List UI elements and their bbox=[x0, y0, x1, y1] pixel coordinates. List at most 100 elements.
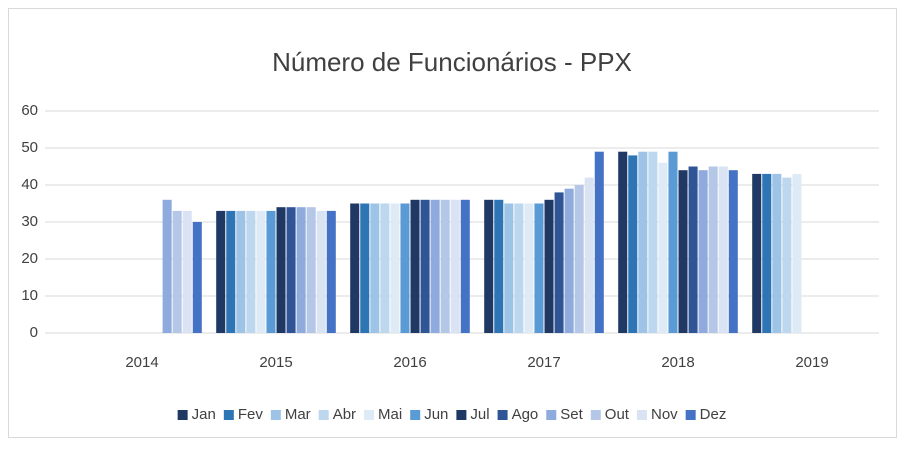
y-tick-label: 30 bbox=[21, 213, 38, 230]
bar bbox=[182, 210, 192, 333]
legend-label: Jul bbox=[470, 406, 489, 423]
legend-label: Jan bbox=[192, 406, 216, 423]
bar bbox=[504, 203, 514, 333]
x-tick-label: 2014 bbox=[125, 354, 158, 371]
bar bbox=[256, 210, 266, 333]
legend-label: Nov bbox=[651, 406, 678, 423]
bar bbox=[460, 199, 470, 333]
bar bbox=[762, 173, 772, 333]
legend-item: Nov bbox=[636, 406, 678, 423]
x-tick-label: 2016 bbox=[393, 354, 426, 371]
legend-item: Jul bbox=[456, 406, 490, 423]
legend-label: Mai bbox=[378, 406, 402, 423]
bar bbox=[514, 203, 524, 333]
legend-item: Mai bbox=[364, 406, 402, 423]
bar bbox=[440, 199, 450, 333]
bar bbox=[390, 203, 400, 333]
bar bbox=[370, 203, 380, 333]
legend-swatch bbox=[590, 410, 601, 420]
x-tick-label: 2017 bbox=[527, 354, 560, 371]
bar bbox=[618, 151, 628, 333]
legend-item: Abr bbox=[318, 406, 356, 423]
legend-label: Set bbox=[560, 406, 583, 423]
bar bbox=[698, 170, 708, 333]
bar bbox=[400, 203, 410, 333]
legend-item: Fev bbox=[223, 406, 264, 423]
legend-item: Ago bbox=[497, 406, 539, 423]
legend-swatch bbox=[497, 410, 508, 420]
legend-swatch bbox=[318, 410, 329, 420]
x-tick-label: 2018 bbox=[661, 354, 694, 371]
bar bbox=[688, 166, 698, 333]
legend-item: Jan bbox=[177, 406, 216, 423]
legend-label: Ago bbox=[512, 406, 539, 423]
bar bbox=[782, 177, 792, 333]
bar bbox=[574, 185, 584, 333]
x-tick-label: 2019 bbox=[795, 354, 828, 371]
y-tick-label: 10 bbox=[21, 287, 38, 304]
legend-item: Set bbox=[546, 406, 584, 423]
x-tick-label: 2015 bbox=[259, 354, 292, 371]
y-tick-label: 20 bbox=[21, 250, 38, 267]
legend-swatch bbox=[410, 410, 421, 420]
legend-label: Dez bbox=[700, 406, 727, 423]
legend-label: Abr bbox=[333, 406, 356, 423]
bar bbox=[648, 151, 658, 333]
bar bbox=[216, 210, 226, 333]
bar bbox=[772, 173, 782, 333]
y-tick-label: 40 bbox=[21, 176, 38, 193]
legend-swatch bbox=[456, 410, 467, 420]
legend-swatch bbox=[685, 410, 696, 420]
y-tick-label: 60 bbox=[21, 102, 38, 119]
bar bbox=[708, 166, 718, 333]
bar bbox=[752, 173, 762, 333]
bar bbox=[380, 203, 390, 333]
bar bbox=[484, 199, 494, 333]
bar bbox=[658, 162, 668, 333]
bar bbox=[430, 199, 440, 333]
bar bbox=[718, 166, 728, 333]
bar bbox=[420, 199, 430, 333]
bar bbox=[172, 210, 182, 333]
bar bbox=[728, 170, 738, 333]
legend-swatch bbox=[177, 410, 188, 420]
legend-label: Fev bbox=[238, 406, 264, 423]
bar bbox=[524, 203, 534, 333]
y-tick-label: 50 bbox=[21, 139, 38, 156]
legend-swatch bbox=[223, 410, 234, 420]
legend-label: Out bbox=[605, 406, 630, 423]
legend-item: Mar bbox=[270, 406, 311, 423]
legend-item: Out bbox=[590, 406, 630, 423]
legend-label: Jun bbox=[424, 406, 448, 423]
bar bbox=[276, 207, 286, 333]
legend-label: Mar bbox=[285, 406, 311, 423]
legend-item: Dez bbox=[685, 406, 727, 423]
legend-item: Jun bbox=[410, 406, 448, 423]
bar bbox=[296, 207, 306, 333]
bar bbox=[306, 207, 316, 333]
legend-swatch bbox=[364, 410, 375, 420]
bar bbox=[594, 151, 604, 333]
bar bbox=[326, 210, 336, 333]
legend-swatch bbox=[270, 410, 281, 420]
chart-title: Número de Funcionários - PPX bbox=[272, 47, 632, 77]
bar bbox=[226, 210, 236, 333]
bar bbox=[316, 210, 326, 333]
bar bbox=[162, 199, 172, 333]
bar bbox=[360, 203, 370, 333]
bar bbox=[628, 155, 638, 333]
bar bbox=[350, 203, 360, 333]
bar bbox=[564, 188, 574, 333]
bar bbox=[286, 207, 296, 333]
bar bbox=[246, 210, 256, 333]
bar bbox=[554, 192, 564, 333]
bar bbox=[192, 222, 202, 333]
bar bbox=[410, 199, 420, 333]
bar bbox=[236, 210, 246, 333]
bar bbox=[792, 173, 802, 333]
bar bbox=[668, 151, 678, 333]
bar bbox=[544, 199, 554, 333]
bar bbox=[494, 199, 504, 333]
bar bbox=[266, 210, 276, 333]
